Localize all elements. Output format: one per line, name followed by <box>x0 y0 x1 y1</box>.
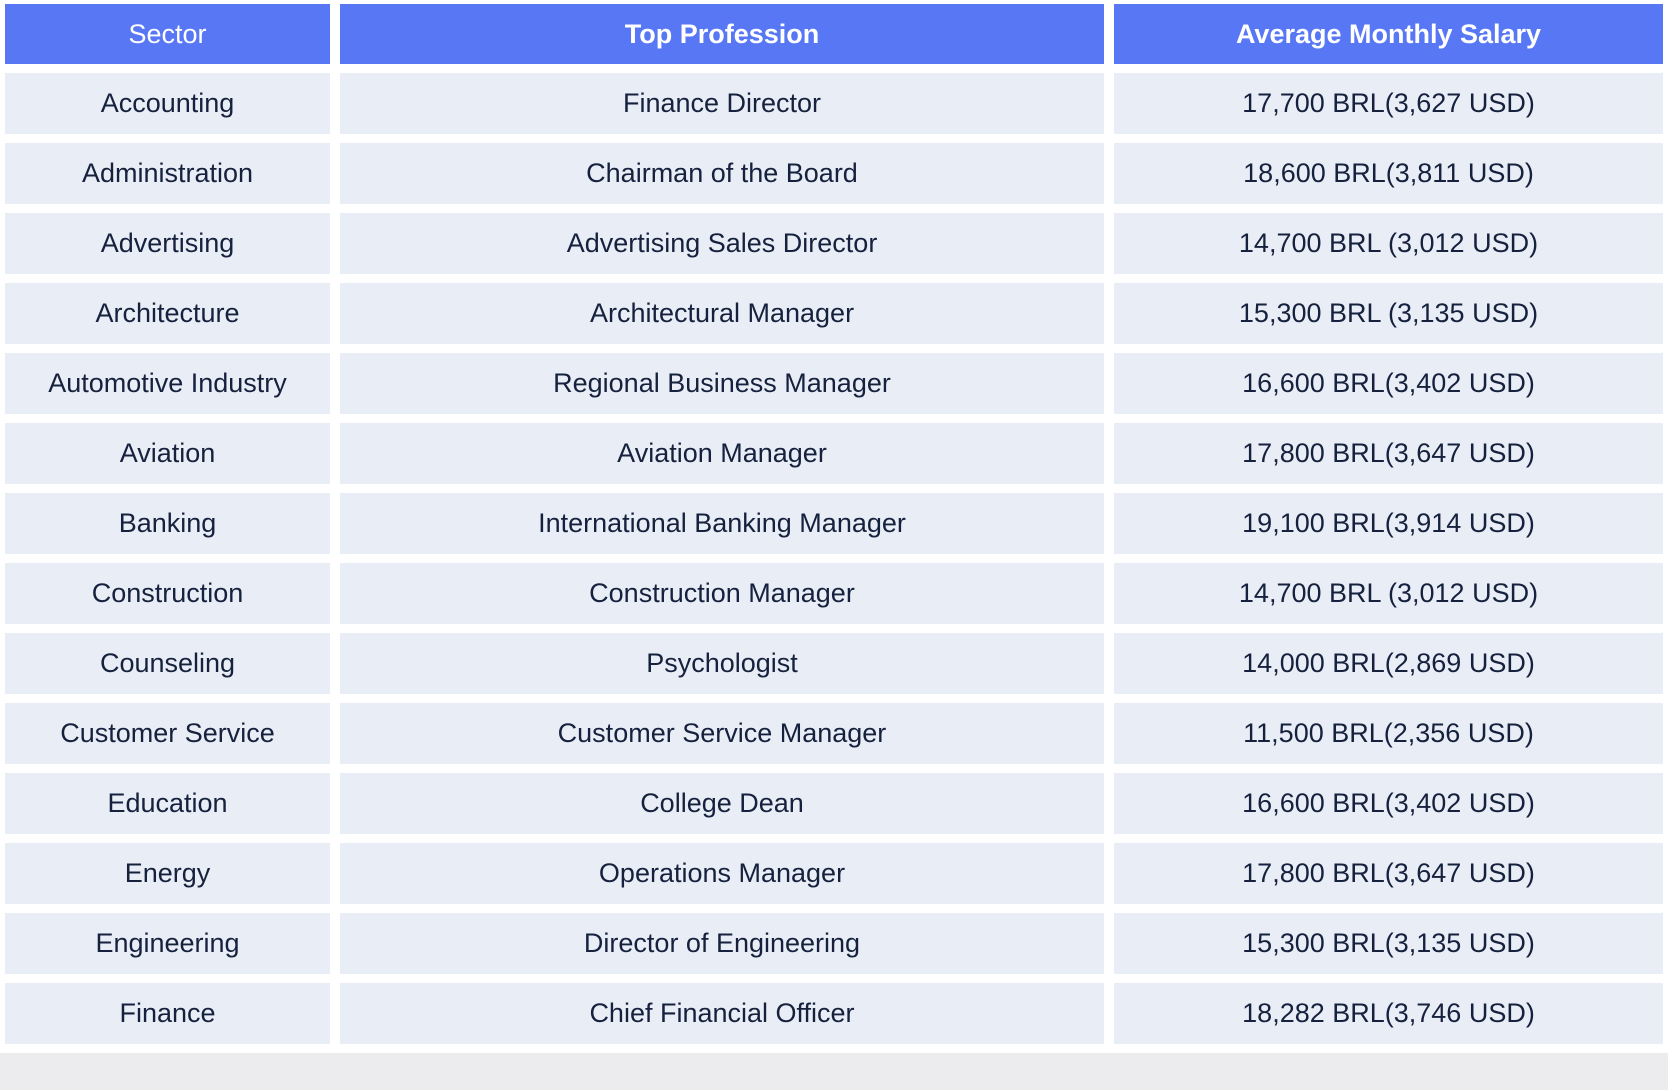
cell-salary: 17,800 BRL(3,647 USD) <box>1114 843 1663 904</box>
table-row: Finance Chief Financial Officer 18,282 BRL… <box>5 983 1663 1044</box>
cell-profession: Chief Financial Officer <box>340 983 1104 1044</box>
cell-salary: 16,600 BRL(3,402 USD) <box>1114 773 1663 834</box>
table-row: Accounting Finance Director 17,700 BRL(3,6… <box>5 73 1663 134</box>
cell-sector: Accounting <box>5 73 330 134</box>
cell-sector: Engineering <box>5 913 330 974</box>
cell-salary: 15,300 BRL(3,135 USD) <box>1114 913 1663 974</box>
table-row: Construction Construction Manager 14,700 B… <box>5 563 1663 624</box>
table-row: Automotive Industry Regional Business Man… <box>5 353 1663 414</box>
cell-salary: 18,600 BRL(3,811 USD) <box>1114 143 1663 204</box>
cell-sector: Banking <box>5 493 330 554</box>
bottom-bar <box>0 1053 1668 1090</box>
cell-profession: Psychologist <box>340 633 1104 694</box>
table-body: Accounting Finance Director 17,700 BRL(3,6… <box>5 73 1663 1044</box>
cell-sector: Architecture <box>5 283 330 344</box>
table-row: Education College Dean 16,600 BRL(3,402 US… <box>5 773 1663 834</box>
cell-salary: 16,600 BRL(3,402 USD) <box>1114 353 1663 414</box>
header-average-monthly-salary: Average Monthly Salary <box>1114 4 1663 64</box>
table-row: Aviation Aviation Manager 17,800 BRL(3,647… <box>5 423 1663 484</box>
cell-salary: 14,000 BRL(2,869 USD) <box>1114 633 1663 694</box>
cell-profession: Operations Manager <box>340 843 1104 904</box>
cell-sector: Finance <box>5 983 330 1044</box>
table-row: Banking International Banking Manager 19,1… <box>5 493 1663 554</box>
table-row: Engineering Director of Engineering 15,300… <box>5 913 1663 974</box>
cell-salary: 17,800 BRL(3,647 USD) <box>1114 423 1663 484</box>
header-top-profession: Top Profession <box>340 4 1104 64</box>
header-sector: Sector <box>5 4 330 64</box>
cell-profession: College Dean <box>340 773 1104 834</box>
cell-profession: Advertising Sales Director <box>340 213 1104 274</box>
cell-sector: Aviation <box>5 423 330 484</box>
cell-profession: International Banking Manager <box>340 493 1104 554</box>
cell-salary: 11,500 BRL(2,356 USD) <box>1114 703 1663 764</box>
cell-salary: 18,282 BRL(3,746 USD) <box>1114 983 1663 1044</box>
cell-sector: Advertising <box>5 213 330 274</box>
cell-sector: Counseling <box>5 633 330 694</box>
cell-profession: Aviation Manager <box>340 423 1104 484</box>
table-row: Architecture Architectural Manager 15,300 … <box>5 283 1663 344</box>
cell-salary: 17,700 BRL(3,627 USD) <box>1114 73 1663 134</box>
cell-salary: 14,700 BRL (3,012 USD) <box>1114 213 1663 274</box>
cell-sector: Administration <box>5 143 330 204</box>
cell-profession: Architectural Manager <box>340 283 1104 344</box>
cell-sector: Education <box>5 773 330 834</box>
table-header-row: Sector Top Profession Average Monthly Sa… <box>5 4 1663 64</box>
cell-sector: Construction <box>5 563 330 624</box>
cell-sector: Automotive Industry <box>5 353 330 414</box>
cell-profession: Finance Director <box>340 73 1104 134</box>
table-row: Administration Chairman of the Board 18,60… <box>5 143 1663 204</box>
cell-salary: 14,700 BRL (3,012 USD) <box>1114 563 1663 624</box>
table-row: Counseling Psychologist 14,000 BRL(2,869 U… <box>5 633 1663 694</box>
cell-profession: Director of Engineering <box>340 913 1104 974</box>
table-row: Customer Service Customer Service Manager… <box>5 703 1663 764</box>
cell-sector: Energy <box>5 843 330 904</box>
cell-salary: 19,100 BRL(3,914 USD) <box>1114 493 1663 554</box>
cell-sector: Customer Service <box>5 703 330 764</box>
cell-profession: Construction Manager <box>340 563 1104 624</box>
cell-profession: Customer Service Manager <box>340 703 1104 764</box>
table-row: Energy Operations Manager 17,800 BRL(3,647… <box>5 843 1663 904</box>
table-row: Advertising Advertising Sales Director 14,… <box>5 213 1663 274</box>
cell-profession: Regional Business Manager <box>340 353 1104 414</box>
cell-salary: 15,300 BRL (3,135 USD) <box>1114 283 1663 344</box>
cell-profession: Chairman of the Board <box>340 143 1104 204</box>
salary-table: Sector Top Profession Average Monthly Sa… <box>5 4 1663 1044</box>
salary-table-container: Sector Top Profession Average Monthly Sa… <box>5 4 1663 1044</box>
